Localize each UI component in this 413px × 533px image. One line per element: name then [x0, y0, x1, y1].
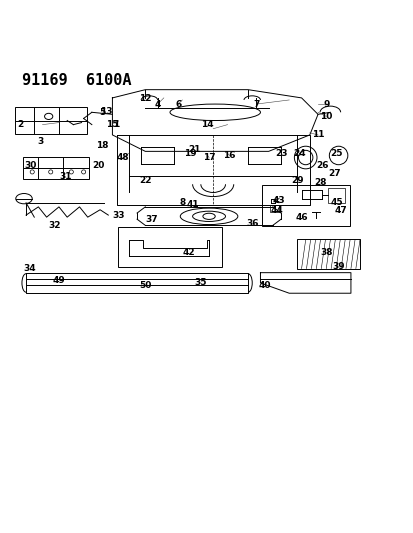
FancyBboxPatch shape [117, 227, 222, 268]
Text: 23: 23 [274, 149, 287, 158]
Text: 42: 42 [182, 248, 195, 256]
Text: 9: 9 [322, 100, 329, 109]
Text: 21: 21 [188, 145, 200, 154]
Text: 33: 33 [112, 211, 125, 220]
Text: 48: 48 [116, 153, 129, 162]
Text: 43: 43 [272, 196, 285, 205]
Text: 18: 18 [96, 141, 108, 150]
Text: 45: 45 [330, 198, 342, 207]
Text: 37: 37 [145, 215, 157, 224]
FancyBboxPatch shape [23, 157, 88, 179]
Text: 7: 7 [252, 100, 259, 109]
Text: 17: 17 [202, 153, 215, 162]
Text: 32: 32 [48, 221, 61, 230]
Text: 27: 27 [328, 169, 340, 179]
Text: 38: 38 [319, 248, 332, 256]
FancyBboxPatch shape [327, 188, 344, 203]
Text: 22: 22 [139, 176, 151, 184]
Text: 19: 19 [184, 149, 197, 158]
Text: 24: 24 [292, 149, 305, 158]
FancyBboxPatch shape [270, 205, 278, 212]
Text: 26: 26 [315, 161, 328, 170]
Text: 8: 8 [179, 198, 185, 207]
Text: 20: 20 [92, 161, 104, 170]
Text: 34: 34 [24, 264, 36, 273]
Text: 25: 25 [330, 149, 342, 158]
Text: 10: 10 [319, 112, 332, 121]
Text: 41: 41 [186, 200, 198, 209]
Text: 40: 40 [258, 280, 270, 289]
Text: 35: 35 [194, 278, 206, 287]
Text: 6: 6 [175, 100, 181, 109]
Text: 1: 1 [113, 120, 119, 129]
Text: 15: 15 [106, 120, 119, 129]
Text: 14: 14 [200, 120, 213, 129]
Text: 91169  6100A: 91169 6100A [22, 73, 131, 88]
Text: 30: 30 [24, 161, 36, 170]
Text: 50: 50 [139, 280, 151, 289]
Text: 2: 2 [17, 120, 23, 129]
Text: 46: 46 [294, 213, 307, 222]
FancyBboxPatch shape [296, 239, 359, 269]
Text: 4: 4 [154, 100, 161, 109]
Text: 47: 47 [333, 206, 346, 215]
Text: 31: 31 [59, 172, 71, 181]
Text: 13: 13 [100, 107, 112, 116]
Text: 29: 29 [290, 176, 303, 184]
FancyBboxPatch shape [261, 185, 349, 226]
FancyBboxPatch shape [15, 107, 86, 134]
Text: 12: 12 [139, 94, 151, 103]
Text: 16: 16 [223, 151, 235, 160]
Text: 11: 11 [311, 131, 323, 140]
Text: 5: 5 [99, 108, 105, 117]
Text: 44: 44 [270, 206, 282, 215]
Text: 49: 49 [52, 277, 65, 285]
Text: 3: 3 [37, 136, 43, 146]
Text: 39: 39 [332, 262, 344, 271]
Text: 36: 36 [245, 219, 258, 228]
Text: 28: 28 [313, 177, 325, 187]
